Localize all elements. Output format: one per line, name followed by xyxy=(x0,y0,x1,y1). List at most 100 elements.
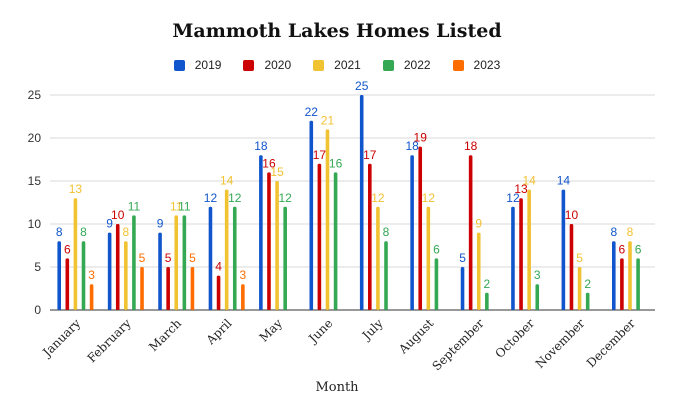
bar-2023 xyxy=(241,284,245,310)
bar-2020 xyxy=(166,267,170,310)
data-label: 9 xyxy=(475,217,482,231)
bar-2020 xyxy=(216,275,221,310)
legend-item-2023: 2023 xyxy=(452,58,501,72)
bar-2022 xyxy=(132,215,136,310)
data-label: 14 xyxy=(557,174,571,188)
legend-swatch xyxy=(382,59,394,71)
data-label: 13 xyxy=(69,182,83,196)
bar-2019 xyxy=(259,155,263,310)
legend-label: 2023 xyxy=(473,58,501,72)
legend-swatch xyxy=(173,59,185,71)
data-label: 12 xyxy=(506,191,520,205)
bar-2020 xyxy=(65,258,70,310)
data-label: 16 xyxy=(329,156,343,170)
data-label: 18 xyxy=(254,139,268,153)
data-label: 9 xyxy=(157,217,164,231)
y-tick-label: 5 xyxy=(34,260,41,274)
bar-2021 xyxy=(476,232,481,310)
data-label: 6 xyxy=(433,242,440,256)
data-label: 11 xyxy=(170,199,183,213)
bar-2021 xyxy=(376,206,380,310)
data-label: 3 xyxy=(240,268,247,282)
data-label: 5 xyxy=(189,251,196,265)
data-label: 6 xyxy=(619,242,626,256)
bar-2020 xyxy=(115,224,120,310)
bar-2022 xyxy=(384,241,388,310)
bar-2022 xyxy=(283,206,287,310)
bar-2019 xyxy=(208,206,213,310)
data-label: 6 xyxy=(635,242,642,256)
bar-2019 xyxy=(57,241,62,310)
data-label: 11 xyxy=(128,199,141,213)
data-label: 12 xyxy=(278,191,292,205)
bar-2021 xyxy=(527,189,531,310)
legend-swatch xyxy=(243,59,255,71)
bar-2022 xyxy=(636,258,640,310)
x-tick-label: April xyxy=(203,316,235,348)
x-tick-label: October xyxy=(492,316,537,361)
data-label: 5 xyxy=(576,251,583,265)
data-label: 15 xyxy=(270,165,284,179)
bar-2021 xyxy=(224,189,229,310)
data-label: 8 xyxy=(627,225,634,239)
data-label: 2 xyxy=(584,277,591,291)
bar-2020 xyxy=(368,163,372,310)
data-label: 12 xyxy=(228,191,242,205)
bar-2022 xyxy=(485,292,489,310)
bar-2023 xyxy=(89,284,94,310)
bar-2020 xyxy=(620,258,624,310)
bar-2019 xyxy=(359,95,364,310)
legend-swatch xyxy=(313,59,325,71)
data-label: 8 xyxy=(56,225,63,239)
data-label: 17 xyxy=(363,148,377,162)
data-label: 13 xyxy=(514,182,528,196)
bar-2022 xyxy=(333,172,338,310)
x-tick-label: November xyxy=(533,316,588,371)
bar-2019 xyxy=(158,232,162,310)
x-tick-label: March xyxy=(146,316,184,354)
data-label: 8 xyxy=(383,225,390,239)
bar-2021 xyxy=(73,198,78,310)
x-tick-label: August xyxy=(395,316,436,357)
bar-2022 xyxy=(182,215,187,310)
data-label: 3 xyxy=(534,268,541,282)
data-label: 16 xyxy=(262,156,276,170)
x-tick-label: June xyxy=(305,316,336,347)
y-tick-label: 20 xyxy=(28,131,42,145)
bar-2020 xyxy=(267,172,271,310)
x-tick-label: May xyxy=(257,316,286,345)
data-label: 8 xyxy=(80,225,87,239)
bar-2020 xyxy=(418,146,423,310)
bar-2019 xyxy=(561,189,566,310)
bar-2021 xyxy=(628,241,632,310)
bar-2020 xyxy=(569,224,574,310)
bar-2019 xyxy=(107,232,112,310)
x-tick-label: September xyxy=(430,316,487,373)
data-label: 2 xyxy=(483,277,490,291)
legend-label: 2020 xyxy=(264,58,292,72)
bar-2023 xyxy=(190,267,195,310)
legend-item-2019: 2019 xyxy=(173,58,221,72)
x-tick-label: January xyxy=(39,316,84,361)
data-label: 12 xyxy=(204,191,218,205)
chart-title: Mammoth Lakes Homes Listed xyxy=(172,20,502,42)
data-label: 8 xyxy=(610,225,617,239)
bar-2021 xyxy=(325,129,330,310)
bar-2021 xyxy=(174,215,179,310)
legend-label: 2022 xyxy=(403,58,431,72)
bar-2019 xyxy=(309,120,314,310)
data-label: 14 xyxy=(522,174,536,188)
data-label: 25 xyxy=(355,79,369,93)
x-tick-label: December xyxy=(584,316,638,370)
bar-2021 xyxy=(577,267,582,310)
bar-2019 xyxy=(511,206,515,310)
y-tick-label: 0 xyxy=(34,303,41,317)
data-label: 18 xyxy=(405,139,419,153)
data-label: 8 xyxy=(122,225,129,239)
bar-2021 xyxy=(275,181,279,310)
bar-2022 xyxy=(232,206,237,310)
legend-item-2022: 2022 xyxy=(382,58,431,72)
legend: 2019 2020 2021 2022 2023 xyxy=(0,58,674,72)
data-label: 14 xyxy=(220,174,234,188)
